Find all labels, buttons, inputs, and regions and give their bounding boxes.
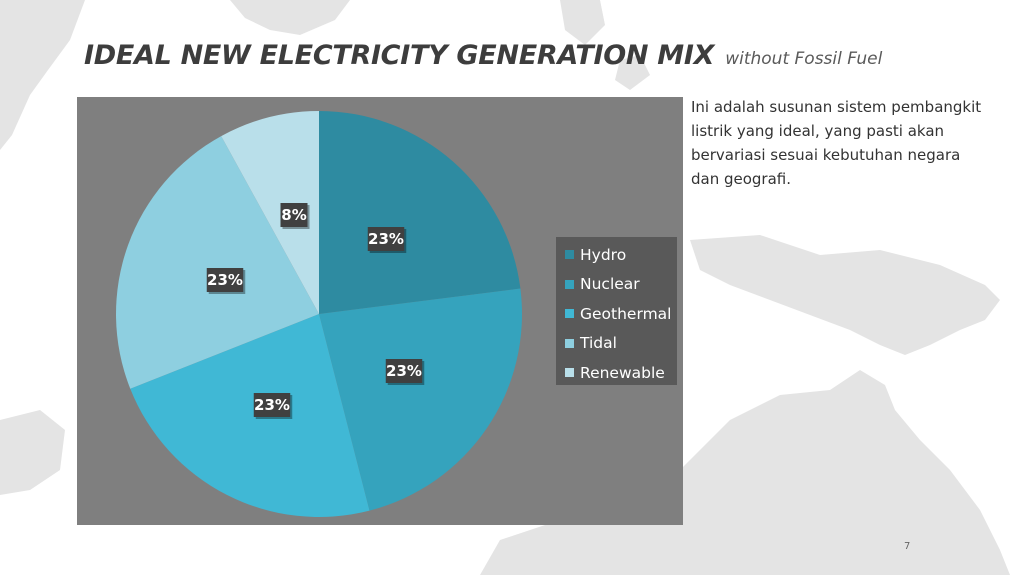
legend-label: Nuclear bbox=[580, 275, 640, 294]
map-island-bottom-left bbox=[0, 410, 65, 495]
legend-swatch bbox=[565, 309, 574, 319]
slide-title: IDEAL NEW ELECTRICITY GENERATION MIX wit… bbox=[84, 40, 882, 71]
data-label-nuclear: 23% bbox=[385, 359, 425, 385]
legend-item-nuclear: Nuclear bbox=[556, 270, 677, 300]
pie-slice-geothermal bbox=[130, 314, 370, 517]
data-label-text: 8% bbox=[281, 206, 306, 224]
data-label-text: 23% bbox=[368, 230, 404, 248]
data-label-renewable: 8% bbox=[280, 203, 310, 229]
data-label-text: 23% bbox=[254, 396, 290, 414]
chart-legend: Hydro Nuclear Geothermal Tidal Renewable bbox=[556, 237, 677, 385]
chart-panel: 23% 23% 23% 23% 8% Hydro Nuclear Geothermal Tid… bbox=[77, 97, 683, 525]
pie-slice-hydro bbox=[319, 111, 521, 314]
data-label-text: 23% bbox=[207, 271, 243, 289]
legend-item-hydro: Hydro bbox=[556, 240, 677, 270]
legend-swatch bbox=[565, 250, 574, 260]
pie-slice-tidal bbox=[116, 136, 319, 389]
map-landmass-top-middle bbox=[230, 0, 350, 35]
description-text: Ini adalah susunan sistem pembangkit lis… bbox=[691, 98, 982, 188]
data-label-tidal: 23% bbox=[206, 268, 246, 294]
data-label-hydro: 23% bbox=[367, 227, 407, 253]
pie-chart: 23% 23% 23% 23% 8% bbox=[116, 111, 522, 517]
map-landmass-top-right bbox=[560, 0, 605, 45]
legend-label: Geothermal bbox=[580, 304, 672, 323]
map-island-new-guinea bbox=[690, 235, 1000, 355]
legend-swatch bbox=[565, 279, 574, 289]
legend-label: Hydro bbox=[580, 245, 627, 264]
legend-swatch bbox=[565, 338, 574, 348]
legend-item-geothermal: Geothermal bbox=[556, 299, 677, 329]
title-subtitle-text: without Fossil Fuel bbox=[725, 49, 883, 69]
legend-label: Renewable bbox=[580, 363, 665, 382]
legend-item-renewable: Renewable bbox=[556, 358, 677, 388]
data-label-geothermal: 23% bbox=[253, 393, 293, 419]
title-main-text: IDEAL NEW ELECTRICITY GENERATION MIX bbox=[84, 40, 715, 71]
data-label-text: 23% bbox=[386, 362, 422, 380]
map-landmass-top-left bbox=[0, 0, 85, 150]
pie-slice-nuclear bbox=[319, 288, 522, 511]
pie-slice-renewable bbox=[221, 111, 319, 314]
legend-label: Tidal bbox=[580, 334, 617, 353]
legend-item-tidal: Tidal bbox=[556, 329, 677, 359]
page-number: 7 bbox=[904, 541, 911, 552]
map-island-small bbox=[615, 55, 650, 90]
legend-swatch bbox=[565, 368, 574, 378]
